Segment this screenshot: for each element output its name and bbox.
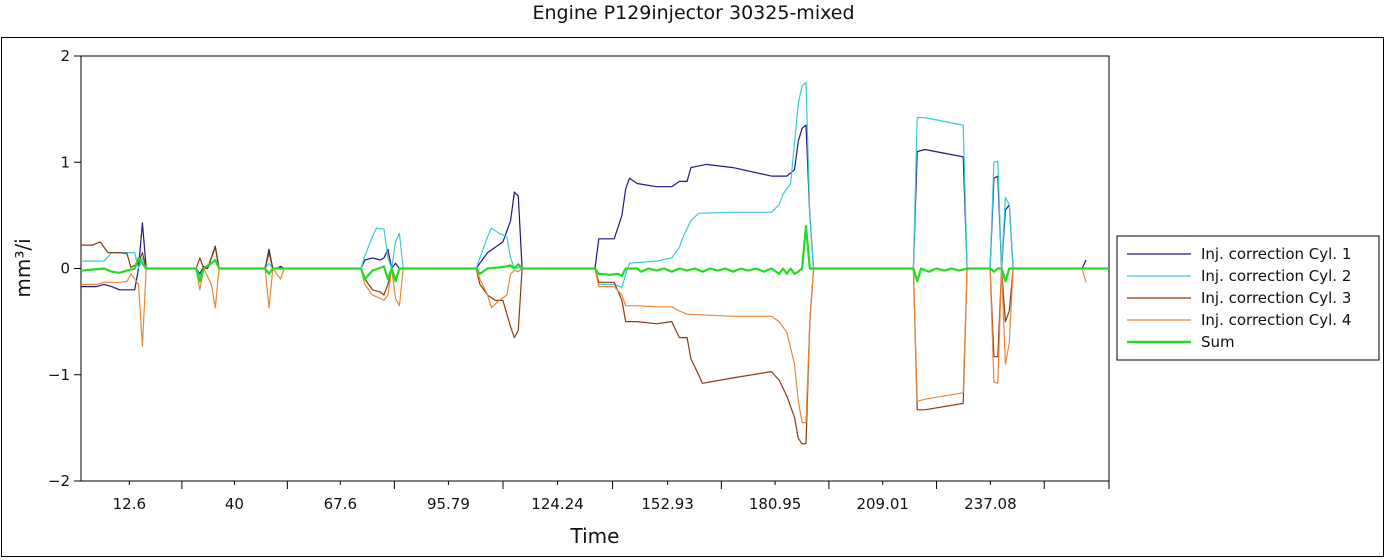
chart-title: Engine P129injector 30325-mixed (532, 2, 855, 24)
x-tick-label: 124.24 (531, 495, 584, 513)
x-tick-label: 152.93 (641, 495, 694, 513)
series-layer (80, 81, 1109, 445)
y-tick-label: −2 (48, 472, 70, 490)
legend-label: Inj. correction Cyl. 4 (1201, 311, 1351, 329)
x-tick-label: 209.01 (856, 495, 909, 513)
x-tick-label: 67.6 (324, 495, 357, 513)
legend: Inj. correction Cyl. 1 Inj. correction Cy… (1116, 235, 1380, 361)
x-tick-label: 237.08 (964, 495, 1017, 513)
legend-label: Inj. correction Cyl. 2 (1201, 267, 1351, 285)
x-tick-label: 12.6 (113, 495, 146, 513)
series-line-5 (80, 224, 1109, 283)
chart-frame (1, 37, 1384, 557)
y-tick-label: 1 (60, 153, 70, 171)
series-line-4 (81, 267, 1087, 424)
y-tick-label: −1 (48, 366, 70, 384)
y-axis: 2 1 0 −1 −2 (48, 47, 81, 490)
y-axis-label: mm³/i (11, 238, 35, 297)
x-tick-label: 180.95 (749, 495, 802, 513)
y-tick-label: 0 (60, 260, 70, 278)
legend-label: Inj. correction Cyl. 3 (1201, 289, 1351, 307)
y-tick-label: 2 (60, 47, 70, 65)
x-tick-label: 95.79 (427, 495, 470, 513)
x-tick-label: 40 (225, 495, 244, 513)
legend-label: Sum (1201, 333, 1235, 351)
legend-label: Inj. correction Cyl. 1 (1201, 245, 1351, 263)
x-axis: 12.6 40 67.6 95.79 124.24 152.93 180.95 209.01 2… (113, 481, 1110, 513)
x-axis-label: Time (570, 524, 620, 548)
